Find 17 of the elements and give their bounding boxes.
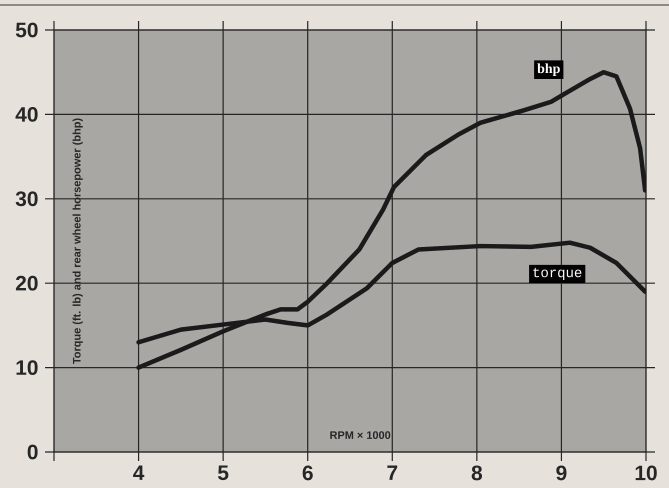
x-tick-label: 9: [556, 466, 566, 480]
y-axis-title: Torque (ft. lb) and rear wheel horsepower (bhp): [72, 118, 83, 364]
series-label: torque: [533, 268, 582, 280]
x-tick-label: 5: [218, 466, 228, 480]
x-tick-label: 4: [133, 466, 144, 480]
y-tick-label: 30: [16, 191, 38, 206]
y-tick-label: 0: [28, 444, 38, 460]
x-tick-label: 7: [387, 466, 398, 480]
series-label: bhp: [537, 63, 560, 76]
x-tick-label: 6: [302, 466, 313, 480]
x-tick-label: 10: [636, 466, 657, 480]
y-tick-label: 50: [16, 22, 38, 38]
y-tick-label: 20: [16, 276, 38, 291]
y-tick-label: 10: [16, 360, 38, 376]
x-tick-label: 8: [472, 466, 482, 480]
x-axis-title: RPM × 1000: [330, 431, 390, 439]
y-tick-label: 40: [16, 106, 38, 122]
